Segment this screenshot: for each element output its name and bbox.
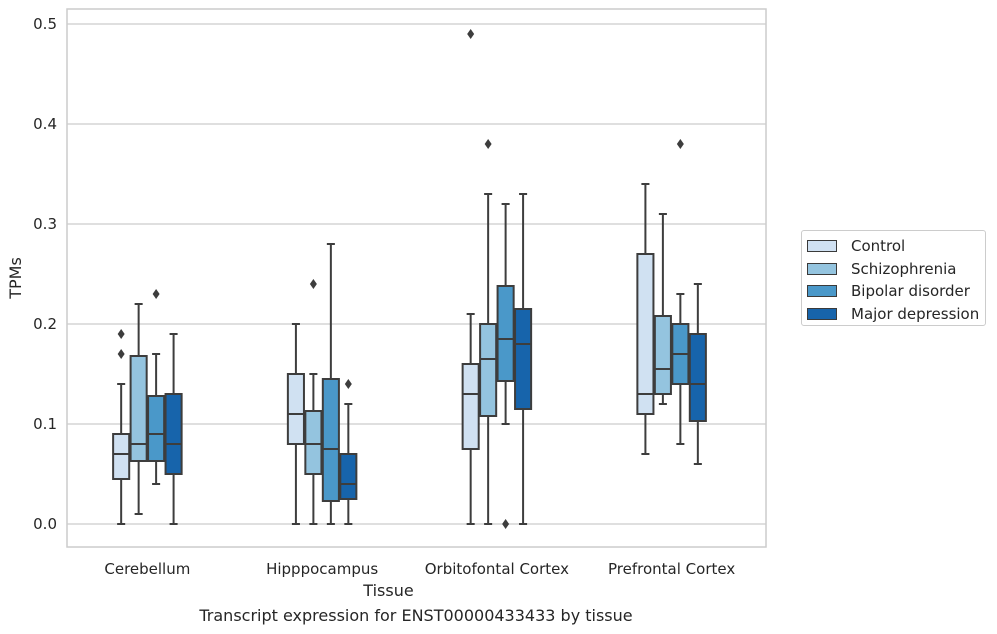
box-iqr xyxy=(304,410,323,475)
legend-label: Major depression xyxy=(851,304,980,323)
x-axis-ticks: Cerebellum Hipppocampus Orbitofontal Corte… xyxy=(104,560,735,578)
box-iqr xyxy=(112,433,131,480)
box-iqr xyxy=(164,393,183,475)
box-control xyxy=(461,29,480,525)
grid-lines xyxy=(67,23,766,525)
box-iqr xyxy=(514,308,533,410)
box-iqr xyxy=(129,355,148,462)
y-tick-label: 0.4 xyxy=(33,115,57,133)
y-tick-label: 0.5 xyxy=(33,15,57,33)
plot-frame xyxy=(66,8,767,548)
box-schizophrenia xyxy=(304,279,323,525)
y-tick-label: 0.2 xyxy=(33,315,57,333)
legend-swatch xyxy=(807,285,837,297)
box-bipolar-disorder xyxy=(496,203,515,529)
outlier-point xyxy=(152,289,160,299)
box-schizophrenia xyxy=(653,213,672,405)
x-tick-label: Hipppocampus xyxy=(266,560,378,578)
box-iqr xyxy=(653,315,672,395)
legend-label: Bipolar disorder xyxy=(851,282,970,300)
box-bipolar-disorder xyxy=(147,289,166,485)
y-tick-label: 0.3 xyxy=(33,215,57,233)
y-axis-label: TPMs xyxy=(6,257,25,300)
outlier-point xyxy=(502,519,510,529)
box-iqr xyxy=(479,323,498,417)
boxes xyxy=(112,29,707,529)
box-major-depression xyxy=(688,283,707,465)
outlier-point xyxy=(117,349,125,359)
x-tick-label: Orbitofontal Cortex xyxy=(425,560,569,578)
outlier-point xyxy=(117,329,125,339)
box-bipolar-disorder xyxy=(321,243,340,525)
y-axis-ticks: 0.0 0.1 0.2 0.3 0.4 0.5 xyxy=(33,15,57,533)
legend-swatch xyxy=(807,307,837,320)
outlier-point xyxy=(467,29,475,39)
box-major-depression xyxy=(514,193,533,525)
box-schizophrenia xyxy=(129,303,148,515)
legend-label: Control xyxy=(851,237,906,255)
box-major-depression xyxy=(164,333,183,525)
legend-swatch xyxy=(807,240,837,252)
legend: Control Schizophrenia Bipolar disorder Majo… xyxy=(801,230,986,326)
box-control xyxy=(286,323,305,525)
box-iqr xyxy=(688,333,707,422)
box-iqr xyxy=(321,378,340,502)
legend-swatch xyxy=(807,262,837,275)
box-bipolar-disorder xyxy=(671,139,690,445)
outlier-point xyxy=(676,139,684,149)
box-control xyxy=(636,183,655,455)
x-tick-label: Cerebellum xyxy=(104,560,190,578)
box-iqr xyxy=(461,363,480,450)
y-tick-label: 0.0 xyxy=(33,515,57,533)
box-iqr xyxy=(496,285,515,382)
box-iqr xyxy=(286,373,305,445)
box-iqr xyxy=(339,453,358,500)
x-tick-label: Prefrontal Cortex xyxy=(608,560,735,578)
box-control xyxy=(112,329,131,525)
box-iqr xyxy=(636,253,655,415)
chart-caption: Transcript expression for ENST0000043343… xyxy=(199,606,633,625)
y-tick-label: 0.1 xyxy=(33,415,57,433)
outlier-point xyxy=(484,139,492,149)
x-axis-label: Tissue xyxy=(362,581,413,600)
box-schizophrenia xyxy=(479,139,498,525)
outlier-point xyxy=(309,279,317,289)
legend-label: Schizophrenia xyxy=(851,259,957,278)
box-iqr xyxy=(147,395,166,462)
outlier-point xyxy=(344,379,352,389)
box-major-depression xyxy=(339,379,358,525)
